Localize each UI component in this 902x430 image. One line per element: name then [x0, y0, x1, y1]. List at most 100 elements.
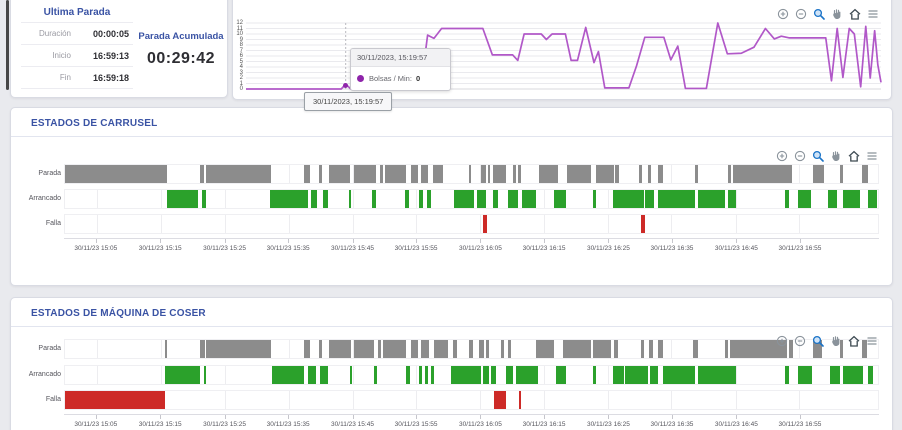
x-tick-label: 30/11/23 15:55: [394, 421, 438, 428]
gridline: [671, 215, 673, 233]
state-segment: [663, 190, 696, 208]
state-track-falla: [64, 214, 879, 234]
axis-tick: [416, 415, 418, 419]
state-segment: [508, 190, 518, 208]
last-stop-table: Duración 00:00:05 Inicio 16:59:13 Fin 16…: [21, 22, 133, 89]
state-segment: [494, 391, 506, 409]
table-row: Duración 00:00:05: [21, 22, 133, 45]
gridline: [735, 366, 737, 384]
state-segment: [379, 165, 383, 183]
state-segment: [613, 340, 618, 358]
state-segment: [166, 190, 199, 208]
y-tick-label: 8: [239, 42, 243, 48]
chart-tooltip: 30/11/2023, 15:19:57 Bolsas / Min: 0: [350, 48, 451, 91]
state-segment: [868, 190, 878, 208]
state-segment: [650, 366, 659, 384]
menu-icon[interactable]: [865, 334, 878, 347]
state-segment: [418, 366, 422, 384]
state-segment: [310, 190, 318, 208]
carousel-states-panel: ESTADOS DE CARRUSEL Parada Arrancado Falla…: [10, 107, 893, 286]
pan-icon[interactable]: [829, 149, 842, 162]
gridline: [352, 340, 354, 358]
state-segment: [322, 190, 329, 208]
zoom-in-icon[interactable]: [775, 334, 788, 347]
menu-icon[interactable]: [865, 149, 878, 162]
axis-tick: [352, 415, 354, 419]
zoom-out-icon[interactable]: [793, 149, 806, 162]
gridline: [160, 366, 162, 384]
scrollbar[interactable]: [6, 0, 9, 90]
home-icon[interactable]: [847, 149, 860, 162]
state-segment: [733, 165, 792, 183]
menu-icon[interactable]: [866, 7, 879, 20]
state-segment: [382, 340, 407, 358]
state-track-arrancado: [64, 365, 879, 385]
state-segment: [421, 340, 430, 358]
zoom-out-icon[interactable]: [794, 7, 807, 20]
x-tick-label: 30/11/23 15:05: [74, 421, 118, 428]
home-icon[interactable]: [848, 7, 861, 20]
state-segment: [728, 366, 736, 384]
state-segment: [658, 340, 664, 358]
y-tick-label: 12: [236, 20, 243, 26]
start-value: 16:59:13: [92, 50, 129, 61]
state-segment: [728, 190, 736, 208]
zoom-out-icon[interactable]: [793, 334, 806, 347]
state-segment: [425, 366, 428, 384]
axis-tick: [352, 239, 354, 243]
gridline: [352, 165, 354, 183]
gridline: [480, 165, 482, 183]
state-segment: [612, 366, 624, 384]
x-tick-label: 30/11/23 16:05: [459, 421, 502, 428]
state-segment: [404, 190, 409, 208]
gridline: [799, 165, 801, 183]
x-axis: 30/11/23 15:05 30/11/23 15:15 30/11/23 15:…: [64, 238, 879, 252]
gridline: [225, 366, 227, 384]
y-tick-label: 0: [239, 86, 243, 92]
gridline: [225, 190, 227, 208]
state-segment: [486, 340, 489, 358]
x-tick-label: 30/11/23 15:45: [331, 421, 374, 428]
series-marker-icon: [357, 75, 364, 82]
duration-label: Duración: [38, 29, 71, 38]
state-track-parada: [64, 164, 879, 184]
x-tick-label: 30/11/23 16:45: [714, 245, 758, 252]
zoom-icon[interactable]: [811, 149, 824, 162]
axis-tick: [799, 239, 801, 243]
state-segment: [430, 366, 435, 384]
zoom-icon[interactable]: [812, 7, 825, 20]
zoom-in-icon[interactable]: [776, 7, 789, 20]
state-segment: [727, 165, 731, 183]
state-segment: [411, 165, 418, 183]
x-tick-label: 30/11/23 16:15: [522, 245, 566, 252]
state-segment: [500, 340, 505, 358]
zoom-in-icon[interactable]: [775, 149, 788, 162]
x-tick-label: 30/11/23 15:35: [266, 245, 310, 252]
state-segment: [645, 190, 654, 208]
state-segment: [206, 165, 272, 183]
state-segment: [487, 165, 491, 183]
state-track-falla: [64, 390, 879, 410]
gridline: [543, 215, 545, 233]
state-segment: [164, 366, 200, 384]
state-segment: [797, 190, 811, 208]
gridline: [225, 391, 227, 409]
gridline: [608, 215, 610, 233]
pan-icon[interactable]: [829, 334, 842, 347]
zoom-icon[interactable]: [811, 334, 824, 347]
x-tick-label: 30/11/23 16:35: [650, 421, 694, 428]
duration-value: 00:00:05: [92, 28, 129, 39]
state-segment: [592, 366, 596, 384]
state-segment: [698, 190, 726, 208]
state-segment: [647, 165, 652, 183]
pan-icon[interactable]: [830, 7, 843, 20]
x-tick-label: 30/11/23 15:55: [394, 245, 438, 252]
gridline: [96, 215, 98, 233]
gridline: [225, 215, 227, 233]
state-segment: [839, 165, 844, 183]
gridline: [352, 366, 354, 384]
end-value: 16:59:18: [92, 72, 129, 83]
state-segment: [663, 366, 696, 384]
home-icon[interactable]: [847, 334, 860, 347]
gridline: [799, 391, 801, 409]
